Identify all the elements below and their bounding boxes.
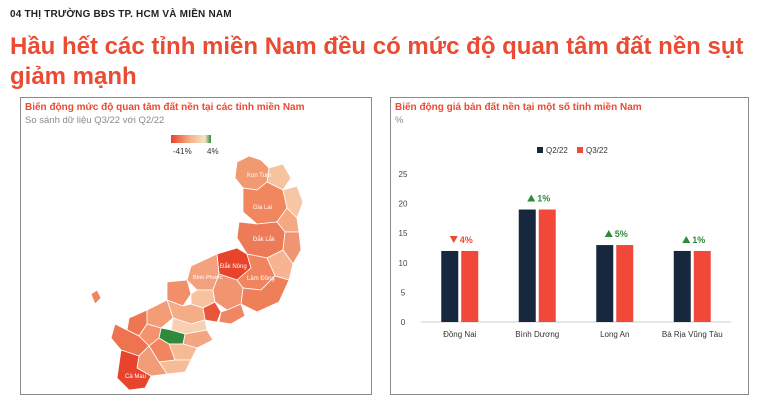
region-tay-ninh: [166, 279, 192, 307]
x-tick-label: Bà Rịa Vũng Tàu: [662, 330, 723, 339]
label-dak-nong: Đắk Nông: [220, 263, 247, 270]
annotation-label: 1%: [537, 194, 550, 204]
bar-Q3/22: [538, 209, 556, 322]
chart-unit-label: %: [395, 115, 404, 126]
legend-label: Q2/22: [546, 146, 568, 155]
map-panel-title: Biến động mức độ quan tâm đất nền tại cá…: [25, 102, 305, 113]
region-phu-quoc: [90, 289, 102, 305]
region-binh-dinh: [282, 185, 304, 219]
section-tag: 04 THỊ TRƯỜNG BĐS TP. HCM VÀ MIỀN NAM: [10, 9, 232, 20]
y-tick-label: 5: [401, 288, 406, 297]
page-title: Hầu hết các tỉnh miền Nam đều có mức độ …: [10, 33, 744, 90]
bar-chart: 0 5 10 15 20 25 Q2/22 Q3/22 Đồng Nai 4% Bình Dương…: [399, 146, 731, 339]
legend-label: Q3/22: [586, 146, 608, 155]
chart-title: Biến động giá bán đất nền tại một số tỉn…: [395, 102, 642, 113]
bar-Q2/22: [518, 209, 536, 322]
legend-gradient-bar: [171, 135, 211, 143]
label-binh-phuoc: Bình Phước: [193, 275, 223, 281]
bar-Q3/22: [461, 250, 479, 322]
annotation-label: 4%: [460, 235, 473, 245]
region-quang-ngai: [266, 163, 292, 191]
bar-Q2/22: [673, 250, 691, 322]
y-tick-label: 10: [399, 259, 408, 268]
legend-swatch: [577, 147, 583, 153]
label-dak-lak: Đắk Lắk: [253, 236, 276, 243]
annotation-arrow-up: [604, 230, 613, 238]
annotation-arrow-down: [449, 235, 458, 243]
bar-Q3/22: [693, 250, 711, 322]
label-ca-mau: Cà Mau: [125, 374, 146, 380]
legend-max-label: 4%: [207, 147, 219, 156]
map-panel-subtitle: So sánh dữ liệu Q3/22 với Q2/22: [25, 115, 165, 126]
annotation-arrow-up: [682, 235, 691, 243]
map-figure: -41% 4% Kon T: [90, 135, 304, 391]
label-kon-tum: Kon Tum: [247, 173, 271, 179]
y-tick-label: 15: [399, 229, 408, 238]
chart-panel: Biến động giá bán đất nền tại một số tỉn…: [390, 97, 749, 395]
legend-min-label: -41%: [173, 147, 192, 156]
region-ba-ria-vung-tau: [218, 303, 246, 325]
map-panel: Biến động mức độ quan tâm đất nền tại cá…: [20, 97, 372, 395]
x-tick-label: Bình Dương: [515, 330, 559, 339]
legend-swatch: [537, 147, 543, 153]
x-tick-label: Đồng Nai: [443, 330, 477, 339]
y-tick-label: 25: [399, 170, 408, 179]
label-lam-dong: Lâm Đồng: [247, 276, 275, 282]
y-tick-label: 0: [401, 318, 406, 327]
region-dong-nai: [212, 273, 244, 311]
region-ca-mau: [116, 349, 152, 391]
annotation-arrow-up: [527, 194, 536, 202]
region-binh-thuan: [240, 275, 290, 313]
annotation-label: 1%: [692, 235, 705, 245]
bar-Q2/22: [596, 245, 614, 322]
region-binh-phuoc: [186, 253, 220, 291]
bar-Q3/22: [616, 245, 634, 322]
annotation-label: 5%: [615, 229, 628, 239]
x-tick-label: Long An: [600, 330, 629, 339]
y-tick-label: 20: [399, 200, 408, 209]
label-gia-lai: Gia Lai: [253, 205, 272, 211]
bar-Q2/22: [441, 250, 459, 322]
